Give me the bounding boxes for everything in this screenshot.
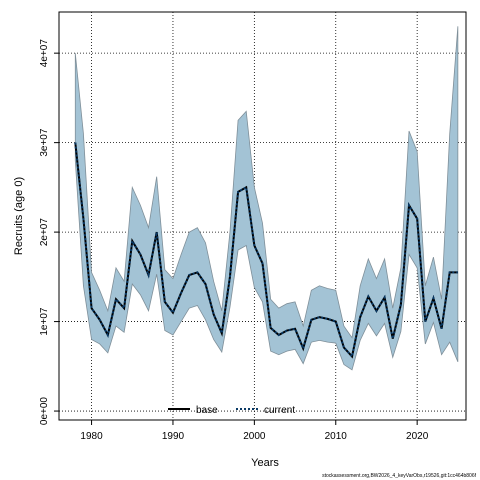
confidence-band — [74, 26, 459, 371]
x-tick-label-2: 2000 — [243, 431, 266, 442]
y-tick-label-4: 4e+07 — [39, 39, 50, 68]
y-axis: 0e+00 1e+07 2e+07 3e+07 4e+07 — [39, 39, 59, 425]
x-axis: 1980 1990 2000 2010 2020 — [80, 420, 429, 442]
y-tick-label-0: 0e+00 — [39, 397, 50, 426]
x-tick-label-0: 1980 — [80, 431, 103, 442]
plot-frame — [58, 11, 467, 421]
x-tick-label-1: 1990 — [162, 431, 185, 442]
x-tick-label-3: 2010 — [325, 431, 348, 442]
legend-label-current: current — [264, 405, 295, 416]
series-lines — [74, 142, 458, 359]
footer-source: stockassessment.org,BW2026_4_keyVarObs,r… — [322, 473, 476, 479]
series-line-current — [74, 142, 458, 359]
x-tick-label-4: 2020 — [406, 431, 429, 442]
legend: base current — [168, 405, 295, 416]
y-tick-label-1: 1e+07 — [39, 307, 50, 336]
legend-label-base: base — [196, 405, 218, 416]
y-axis-title: Recruits (age 0) — [13, 177, 25, 255]
x-axis-title: Years — [251, 457, 279, 469]
y-tick-label-2: 2e+07 — [39, 218, 50, 247]
y-tick-label-3: 3e+07 — [39, 128, 50, 157]
confidence-band-area — [74, 26, 459, 371]
